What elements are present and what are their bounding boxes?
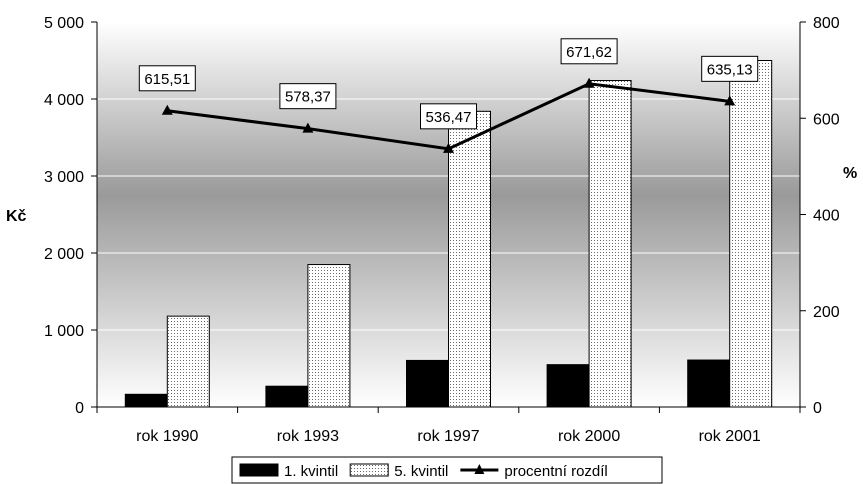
legend-swatch-1 bbox=[239, 463, 279, 477]
line-point-5 bbox=[724, 95, 736, 106]
bars bbox=[124, 60, 773, 408]
legend-label-2: 5. kvintil bbox=[394, 463, 448, 480]
axes bbox=[91, 21, 806, 413]
data-label-4: 671,62 bbox=[566, 44, 612, 61]
y-tick-label-4: 4 000 bbox=[44, 92, 84, 109]
data-label-box-2 bbox=[279, 83, 337, 110]
bar-2-1 bbox=[166, 315, 210, 408]
line-point-4 bbox=[583, 77, 595, 88]
data-label-box-5 bbox=[701, 55, 759, 82]
y-tick-label-1: 1 000 bbox=[44, 323, 84, 340]
bar-1-5 bbox=[687, 359, 731, 408]
y2-tick-label-3: 600 bbox=[813, 111, 840, 128]
y-tick-label-2: 2 000 bbox=[44, 246, 84, 263]
legend: 1. kvintil 5. kvintil procentní rozdíl bbox=[231, 456, 663, 484]
x-tick-label-5: rok 2001 bbox=[699, 428, 761, 445]
bar-1-2 bbox=[265, 385, 309, 408]
y2-tick-label-0: 0 bbox=[813, 400, 822, 417]
y-tick-label-3: 3 000 bbox=[44, 169, 84, 186]
line-series bbox=[161, 77, 736, 153]
x-tick-label-3: rok 1997 bbox=[417, 428, 479, 445]
y2-tick-label-2: 400 bbox=[813, 208, 840, 225]
y-tick-label-5: 5 000 bbox=[44, 15, 84, 32]
tick-labels: 0 1 000 2 000 3 000 4 000 5 000 0 200 400 600 800 r… bbox=[44, 15, 840, 445]
line-point-3 bbox=[443, 142, 454, 153]
line-point-1 bbox=[161, 104, 173, 115]
data-label-box-3 bbox=[420, 103, 477, 130]
y2-axis-title: % bbox=[843, 165, 857, 182]
bar-1-3 bbox=[406, 359, 449, 408]
y2-tick-label-4: 800 bbox=[813, 15, 840, 32]
bar-2-4 bbox=[588, 80, 632, 408]
bar-1-4 bbox=[546, 364, 590, 408]
data-labels: 615,51 578,37 536,47 671,62 635,13 bbox=[138, 38, 759, 130]
line-point-2 bbox=[302, 122, 314, 133]
data-label-5: 635,13 bbox=[707, 61, 753, 78]
data-label-1: 615,51 bbox=[144, 71, 190, 88]
data-label-box-4 bbox=[560, 38, 618, 65]
x-tick-label-1: rok 1990 bbox=[136, 428, 198, 445]
x-tick-label-4: rok 2000 bbox=[558, 428, 620, 445]
y-axis-title: Kč bbox=[6, 208, 27, 225]
bar-2-2 bbox=[307, 264, 351, 408]
y-tick-label-0: 0 bbox=[75, 400, 84, 417]
legend-marker-3 bbox=[474, 464, 485, 474]
data-label-box-1 bbox=[138, 65, 196, 92]
bar-2-3 bbox=[448, 110, 491, 408]
bar-2-5 bbox=[729, 60, 773, 408]
bar-1-1 bbox=[124, 393, 168, 408]
legend-swatch-2 bbox=[349, 463, 389, 477]
x-tick-label-2: rok 1993 bbox=[277, 428, 339, 445]
legend-label-3: procentní rozdíl bbox=[504, 463, 607, 480]
data-label-3: 536,47 bbox=[426, 109, 472, 126]
data-label-2: 578,37 bbox=[285, 89, 331, 106]
legend-box bbox=[231, 456, 663, 484]
y2-tick-label-1: 200 bbox=[813, 304, 840, 321]
legend-label-1: 1. kvintil bbox=[284, 463, 338, 480]
